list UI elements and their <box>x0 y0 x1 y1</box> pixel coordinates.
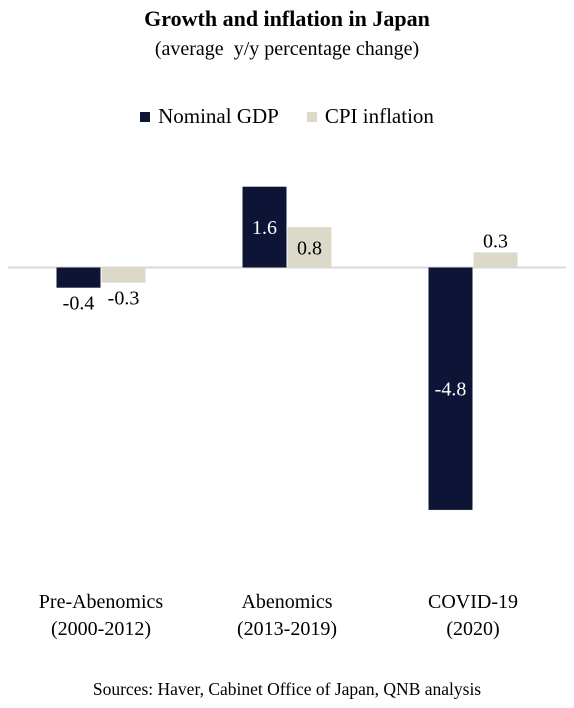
value-label-nominal-gdp-1: 1.6 <box>252 217 277 239</box>
chart-title: Growth and inflation in Japan <box>144 6 430 31</box>
source-note: Sources: Haver, Cabinet Office of Japan,… <box>92 679 482 699</box>
bar-cpi-inflation-1 <box>287 227 332 268</box>
legend-swatch-cpi-inflation <box>306 111 317 122</box>
value-label-cpi-inflation-2: 0.3 <box>483 230 508 252</box>
legend-label-cpi-inflation: CPI inflation <box>324 104 434 128</box>
category-label-2-line-0: COVID-19 <box>428 591 518 613</box>
bar-cpi-inflation-0 <box>101 267 146 283</box>
category-label-1-line-0: Abenomics <box>241 591 332 613</box>
value-label-nominal-gdp-0: -0.4 <box>63 293 95 315</box>
bar-cpi-inflation-2 <box>473 252 518 268</box>
bar-nominal-gdp-2 <box>428 267 473 510</box>
legend-item-cpi-inflation: CPI inflation <box>306 104 434 129</box>
legend-item-nominal-gdp: Nominal GDP <box>140 104 279 129</box>
legend: Nominal GDP CPI inflation <box>0 104 574 129</box>
bar-nominal-gdp-1 <box>242 186 287 268</box>
category-label-1-line-1: (2013-2019) <box>237 618 337 640</box>
legend-swatch-nominal-gdp <box>140 111 151 122</box>
value-label-nominal-gdp-2: -4.8 <box>435 379 467 401</box>
legend-label-nominal-gdp: Nominal GDP <box>158 104 279 128</box>
category-label-0-line-1: (2000-2012) <box>51 618 151 640</box>
category-label-2-line-1: (2020) <box>446 618 499 640</box>
bar-nominal-gdp-0 <box>56 267 101 288</box>
value-label-cpi-inflation-1: 0.8 <box>297 237 322 259</box>
chart-subtitle: (average y/y percentage change) <box>154 38 420 60</box>
category-label-0-line-0: Pre-Abenomics <box>39 591 164 613</box>
value-label-cpi-inflation-0: -0.3 <box>108 288 140 310</box>
